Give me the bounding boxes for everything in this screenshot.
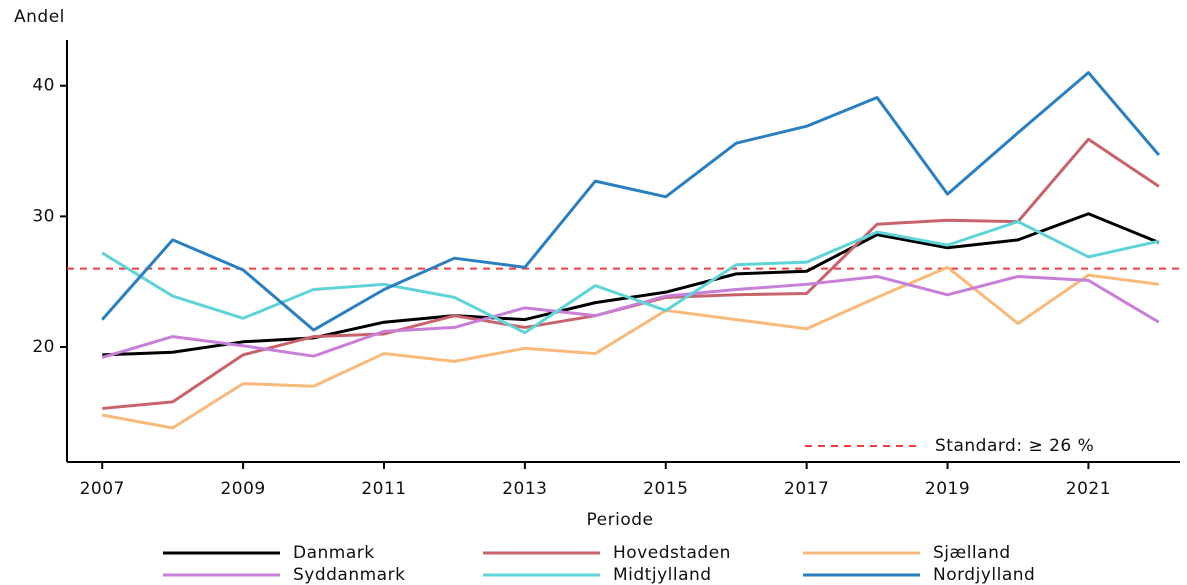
x-tick-label: 2007 — [80, 479, 125, 499]
x-tick-label: 2019 — [925, 479, 970, 499]
legend-label: Nordjylland — [933, 565, 1035, 585]
y-tick-label: 40 — [32, 76, 55, 96]
legend-label: Hovedstaden — [613, 543, 731, 563]
series-line — [101, 220, 1160, 335]
x-tick-label: 2015 — [643, 479, 688, 499]
legend-label: Danmark — [293, 543, 375, 563]
series-line — [101, 71, 1161, 332]
series-line — [101, 265, 1160, 430]
x-tick-label: 2021 — [1066, 479, 1111, 499]
x-tick-label: 2009 — [220, 479, 265, 499]
y-tick-label: 20 — [32, 337, 55, 357]
legend-label: Midtjylland — [613, 565, 712, 585]
x-tick-label: 2011 — [361, 479, 406, 499]
x-tick-label: 2017 — [784, 479, 829, 499]
x-axis-label: Periode — [587, 510, 654, 530]
series-line — [101, 274, 1160, 359]
y-axis-label: Andel — [14, 7, 65, 27]
y-tick-label: 30 — [32, 206, 55, 226]
series-line — [102, 137, 1160, 410]
legend-label: Sjælland — [933, 543, 1011, 563]
legend-label: Standard: ≥ 26 % — [935, 436, 1094, 456]
x-tick-label: 2013 — [502, 479, 547, 499]
legend-label: Syddanmark — [293, 565, 405, 585]
